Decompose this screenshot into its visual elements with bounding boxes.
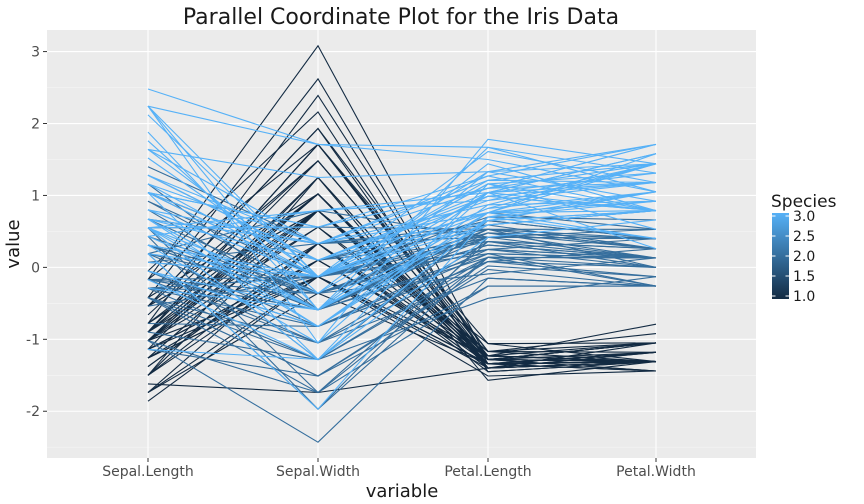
series-line (147, 276, 657, 365)
x-tick-label: Sepal.Width (276, 464, 360, 480)
series-line (147, 268, 657, 377)
series-line (147, 226, 657, 365)
x-tick-label: Petal.Width (616, 464, 696, 480)
series-line (147, 143, 657, 228)
series-line (147, 160, 657, 363)
series-line (147, 183, 657, 361)
y-tick-label: 1 (31, 188, 40, 204)
series-line (147, 242, 657, 373)
series-line (147, 248, 657, 281)
x-axis-title: variable (366, 481, 439, 502)
legend: Species 1.0 1.5 2.0 2.5 3.0 (771, 192, 837, 305)
y-tick-label: 0 (31, 260, 40, 276)
y-tick-label: 3 (31, 45, 40, 61)
series-line (147, 219, 657, 361)
series-line (147, 210, 657, 278)
legend-tick-label: 3.0 (793, 209, 815, 225)
x-tick-label: Petal.Length (444, 464, 531, 480)
series-line (147, 200, 657, 328)
series-line (147, 236, 657, 307)
y-tick-label: -1 (26, 332, 40, 348)
series-line (147, 195, 657, 261)
y-axis-ticks: -2 -1 0 1 2 3 (26, 45, 47, 420)
series-line (147, 277, 657, 344)
series-line (147, 216, 657, 410)
series-line (147, 105, 657, 278)
series-line (147, 226, 657, 353)
series-line (147, 88, 657, 193)
series-line (147, 163, 657, 261)
series-line (147, 114, 657, 278)
series-line (147, 148, 657, 245)
series-line (147, 191, 657, 278)
legend-colorbar (772, 213, 789, 299)
x-tick-label: Sepal.Length (102, 464, 194, 480)
series-line (147, 227, 657, 394)
data-lines (147, 44, 657, 443)
chart-title: Parallel Coordinate Plot for the Iris Da… (183, 5, 619, 30)
series-line (147, 153, 657, 261)
series-line (147, 193, 657, 357)
series-line (147, 163, 657, 237)
legend-title: Species (771, 192, 837, 212)
series-line (147, 176, 657, 372)
series-line (147, 143, 657, 179)
series-line (147, 143, 657, 353)
legend-tick-label: 2.0 (793, 249, 815, 265)
y-tick-label: -2 (26, 404, 40, 420)
series-line (147, 200, 657, 361)
legend-tick-label: 1.5 (793, 269, 815, 285)
legend-ticks: 1.0 1.5 2.0 2.5 3.0 (772, 209, 815, 305)
series-line (147, 276, 657, 361)
series-line (147, 163, 657, 245)
series-line (147, 276, 657, 402)
series-line (147, 256, 657, 361)
y-axis-title: value (3, 219, 24, 268)
legend-tick-label: 1.0 (793, 289, 815, 305)
series-line (147, 210, 657, 278)
series-line (147, 212, 657, 311)
series-line (147, 285, 656, 394)
x-axis-ticks: Sepal.Length Sepal.Width Petal.Length Petal… (102, 458, 696, 480)
series-line (147, 253, 657, 311)
series-line (147, 200, 657, 278)
y-tick-label: 2 (31, 117, 40, 133)
series-line (147, 105, 657, 174)
series-line (147, 240, 657, 344)
series-line (147, 242, 657, 393)
series-line (147, 210, 657, 278)
legend-tick-label: 2.5 (793, 229, 815, 245)
